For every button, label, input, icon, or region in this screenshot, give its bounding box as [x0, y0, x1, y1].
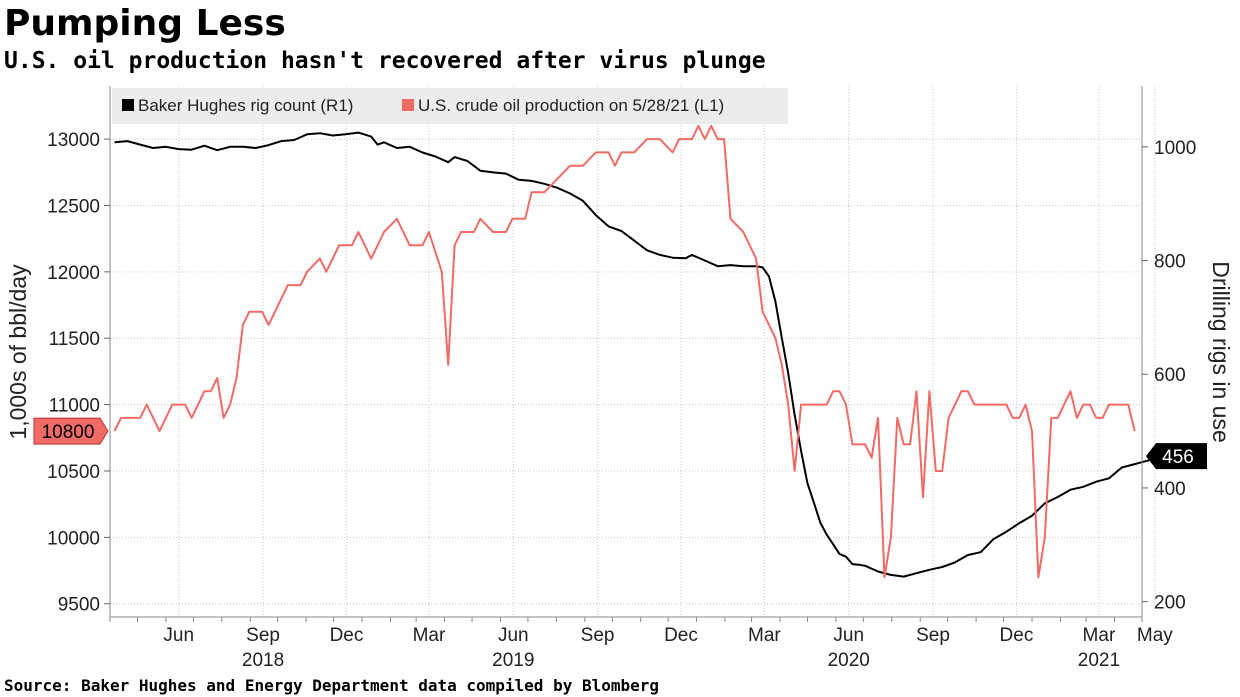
- chart-title: Pumping Less: [4, 3, 286, 44]
- x-year-label: 2021: [1078, 650, 1120, 671]
- x-tick-label: Jun: [163, 625, 194, 646]
- x-tick-label: Sep: [581, 625, 615, 646]
- x-tick-label: Sep: [916, 625, 950, 646]
- oil-last-value: 10800: [42, 422, 95, 443]
- chart-subtitle: U.S. oil production hasn't recovered aft…: [4, 48, 766, 74]
- series-layer: [113, 124, 1167, 579]
- value-labels: 10800 456: [33, 417, 1207, 470]
- left-tick-label: 10000: [47, 528, 100, 549]
- legend-label-oil: U.S. crude oil production on 5/28/21 (L1…: [418, 96, 724, 115]
- grid-layer: [110, 86, 1156, 617]
- left-tick-label: 12500: [47, 196, 100, 217]
- x-tick-label: Dec: [664, 625, 698, 646]
- legend-swatch-oil: [402, 99, 414, 111]
- left-tick-label: 10500: [47, 462, 100, 483]
- x-tick-label: May: [1137, 625, 1173, 646]
- left-tick-label: 11000: [49, 396, 100, 417]
- legend: Baker Hughes rig count (R1) U.S. crude oi…: [112, 88, 788, 124]
- legend-background: [112, 88, 788, 124]
- right-tick-label: 200: [1154, 593, 1186, 614]
- legend-label-rig: Baker Hughes rig count (R1): [138, 96, 353, 115]
- x-tick-label: Dec: [330, 625, 364, 646]
- x-tick-label: Jun: [833, 625, 864, 646]
- left-axis-title: 1,000s of bbl/day: [5, 264, 31, 440]
- rig-last-value-tag: [1146, 443, 1207, 470]
- left-tick-label: 13000: [47, 130, 100, 151]
- right-tick-label: 800: [1154, 252, 1186, 273]
- left-tick-label: 11500: [49, 329, 100, 350]
- right-tick-label: 1000: [1154, 138, 1196, 159]
- legend-swatch-rig: [122, 99, 134, 111]
- x-tick-label: Mar: [413, 625, 446, 646]
- x-tick-label: Jun: [498, 625, 529, 646]
- right-tick-label: 400: [1154, 479, 1186, 500]
- x-tick-label: Mar: [748, 625, 781, 646]
- x-tick-label: Sep: [246, 625, 280, 646]
- left-tick-label: 12000: [47, 263, 100, 284]
- x-tick-label: Dec: [1000, 625, 1034, 646]
- oil-production-line: [113, 124, 1136, 579]
- rig-count-line: [114, 131, 1167, 578]
- right-axis-title: Drilling rigs in use: [1208, 261, 1234, 443]
- source-note: Source: Baker Hughes and Energy Departme…: [4, 676, 660, 695]
- left-tick-label: 9500: [58, 595, 100, 616]
- x-year-label: 2019: [492, 650, 534, 671]
- x-year-label: 2020: [828, 650, 870, 671]
- x-year-label: 2018: [242, 650, 284, 671]
- x-tick-label: Mar: [1083, 625, 1116, 646]
- rig-last-value: 456: [1162, 447, 1194, 468]
- right-tick-label: 600: [1154, 365, 1186, 386]
- axes-layer: 9500 10000 10500 11000 11500 12000 12500 13000 2…: [5, 86, 1234, 671]
- oil-last-value-tag: [33, 417, 109, 445]
